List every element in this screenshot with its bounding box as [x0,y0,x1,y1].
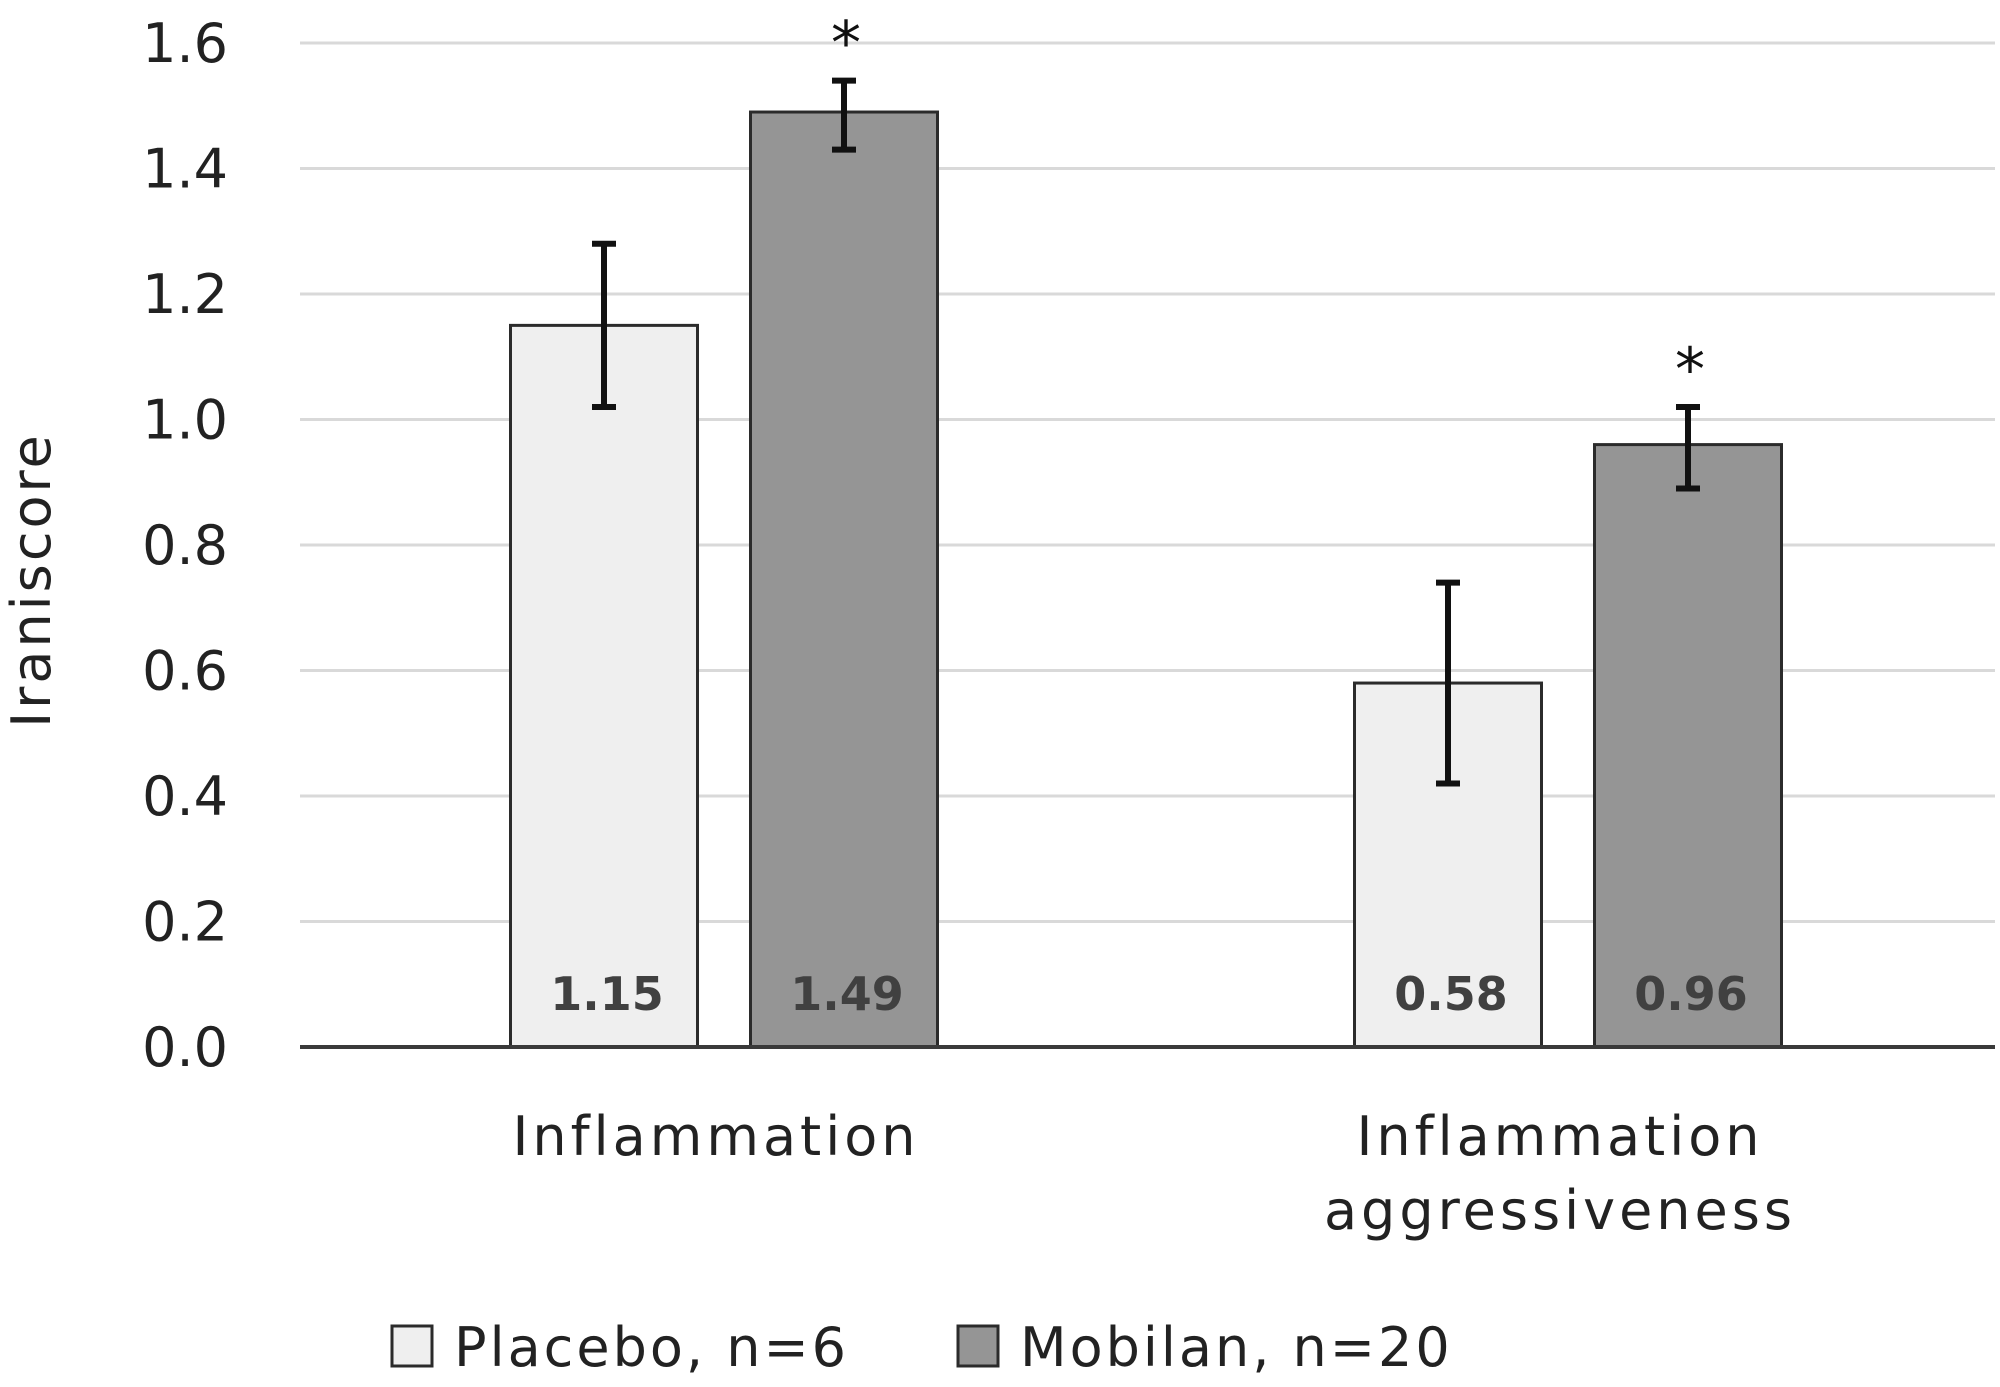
y-axis-ticks: 0.0 0.2 0.4 0.6 0.8 1.0 1.2 1.4 1.6 [142,12,228,1079]
data-labels: 1.15 0.58 1.49 0.96 [550,967,1748,1021]
x-category-label: aggressiveness [1324,1179,1796,1242]
legend-swatch-placebo [390,1324,434,1368]
x-category-label: Inflammation [1357,1105,1764,1168]
bar-value-label: 1.49 [790,967,904,1021]
bar-value-label: 0.96 [1634,967,1748,1021]
y-axis-title: Iraniscore [0,432,63,728]
bar-placebo [509,323,699,1049]
y-tick-label: 1.0 [142,389,228,452]
bar-mobilan [1593,443,1783,1049]
significance-asterisk: * [1675,335,1705,405]
bars [509,110,1783,1049]
y-tick-label: 0.0 [142,1016,228,1079]
legend-label: Mobilan, n=20 [1020,1316,1453,1379]
significance-asterisk: * [831,9,861,79]
y-tick-label: 1.6 [142,12,228,75]
y-tick-label: 0.8 [142,514,228,577]
error-bars: ** [592,9,1705,787]
bar-value-label: 0.58 [1394,967,1508,1021]
y-tick-label: 1.4 [142,138,228,201]
bar-mobilan [749,110,939,1049]
legend-label: Placebo, n=6 [454,1316,849,1379]
x-category-label: Inflammation [513,1105,920,1168]
y-tick-label: 0.4 [142,765,228,828]
x-axis-categories: Inflammation Inflammation aggressiveness [513,1105,1796,1242]
y-tick-label: 0.6 [142,640,228,703]
y-tick-label: 1.2 [142,263,228,326]
legend: Placebo, n=6 Mobilan, n=20 [390,1316,1453,1379]
y-tick-label: 0.2 [142,891,228,954]
bar-value-label: 1.15 [550,967,664,1021]
legend-swatch-mobilan [956,1324,1000,1368]
